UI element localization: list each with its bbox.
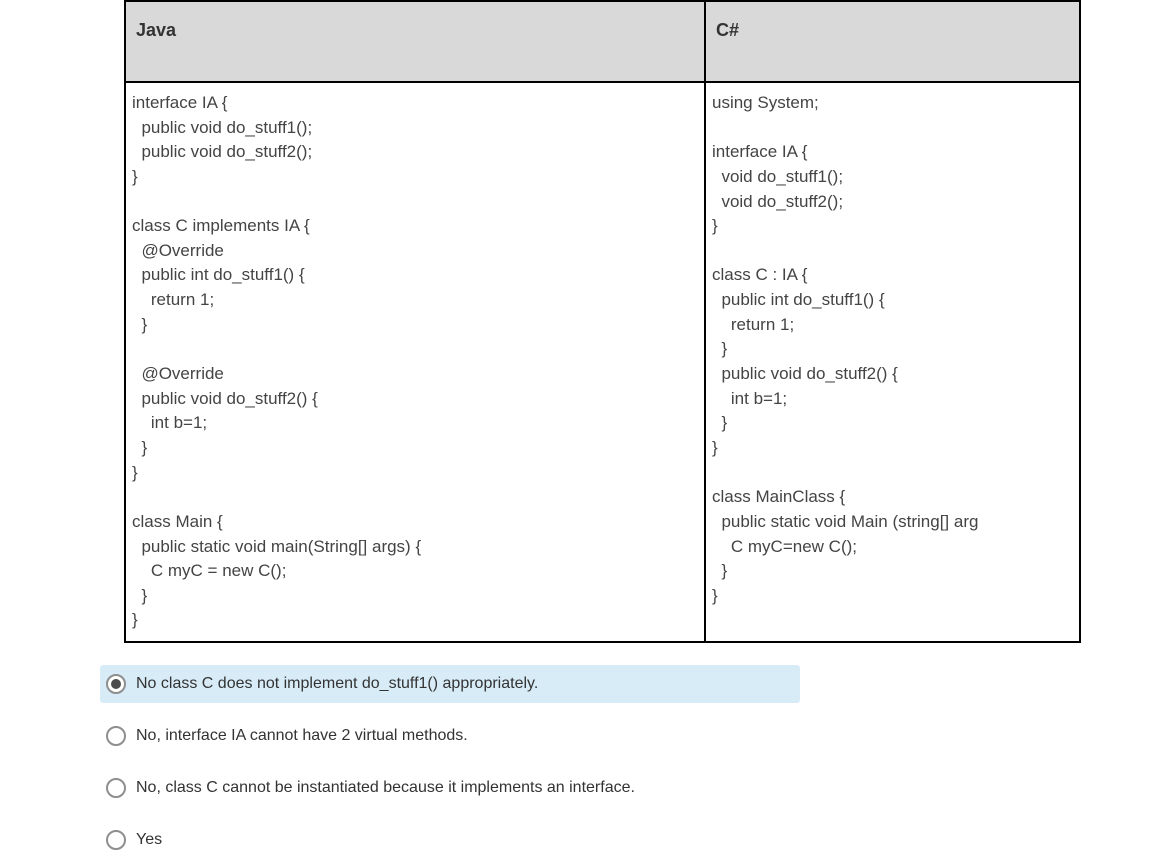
- java-code-cell: interface IA { public void do_stuff1(); …: [125, 82, 705, 642]
- column-header-csharp: C#: [705, 1, 1080, 82]
- radio-icon: [106, 726, 126, 746]
- option-label: No, interface IA cannot have 2 virtual m…: [136, 727, 468, 745]
- answer-options: No class C does not implement do_stuff1(…: [100, 665, 1040, 859]
- radio-icon: [106, 674, 126, 694]
- content-wrapper: Java C# interface IA { public void do_st…: [0, 0, 1040, 868]
- option-label: No, class C cannot be instantiated becau…: [136, 779, 635, 797]
- option-label: Yes: [136, 831, 162, 849]
- radio-icon: [106, 830, 126, 850]
- csharp-code-cell: using System; interface IA { void do_stu…: [705, 82, 1080, 642]
- radio-icon: [106, 778, 126, 798]
- option-1[interactable]: No, interface IA cannot have 2 virtual m…: [100, 717, 800, 755]
- java-code: interface IA { public void do_stuff1(); …: [132, 91, 698, 633]
- option-3[interactable]: Yes: [100, 821, 800, 859]
- column-header-java: Java: [125, 1, 705, 82]
- csharp-code: using System; interface IA { void do_stu…: [712, 91, 1073, 608]
- scroll-viewport[interactable]: Java C# interface IA { public void do_st…: [0, 0, 1158, 868]
- option-label: No class C does not implement do_stuff1(…: [136, 675, 538, 693]
- option-2[interactable]: No, class C cannot be instantiated becau…: [100, 769, 800, 807]
- option-0[interactable]: No class C does not implement do_stuff1(…: [100, 665, 800, 703]
- code-comparison-table: Java C# interface IA { public void do_st…: [124, 0, 1081, 643]
